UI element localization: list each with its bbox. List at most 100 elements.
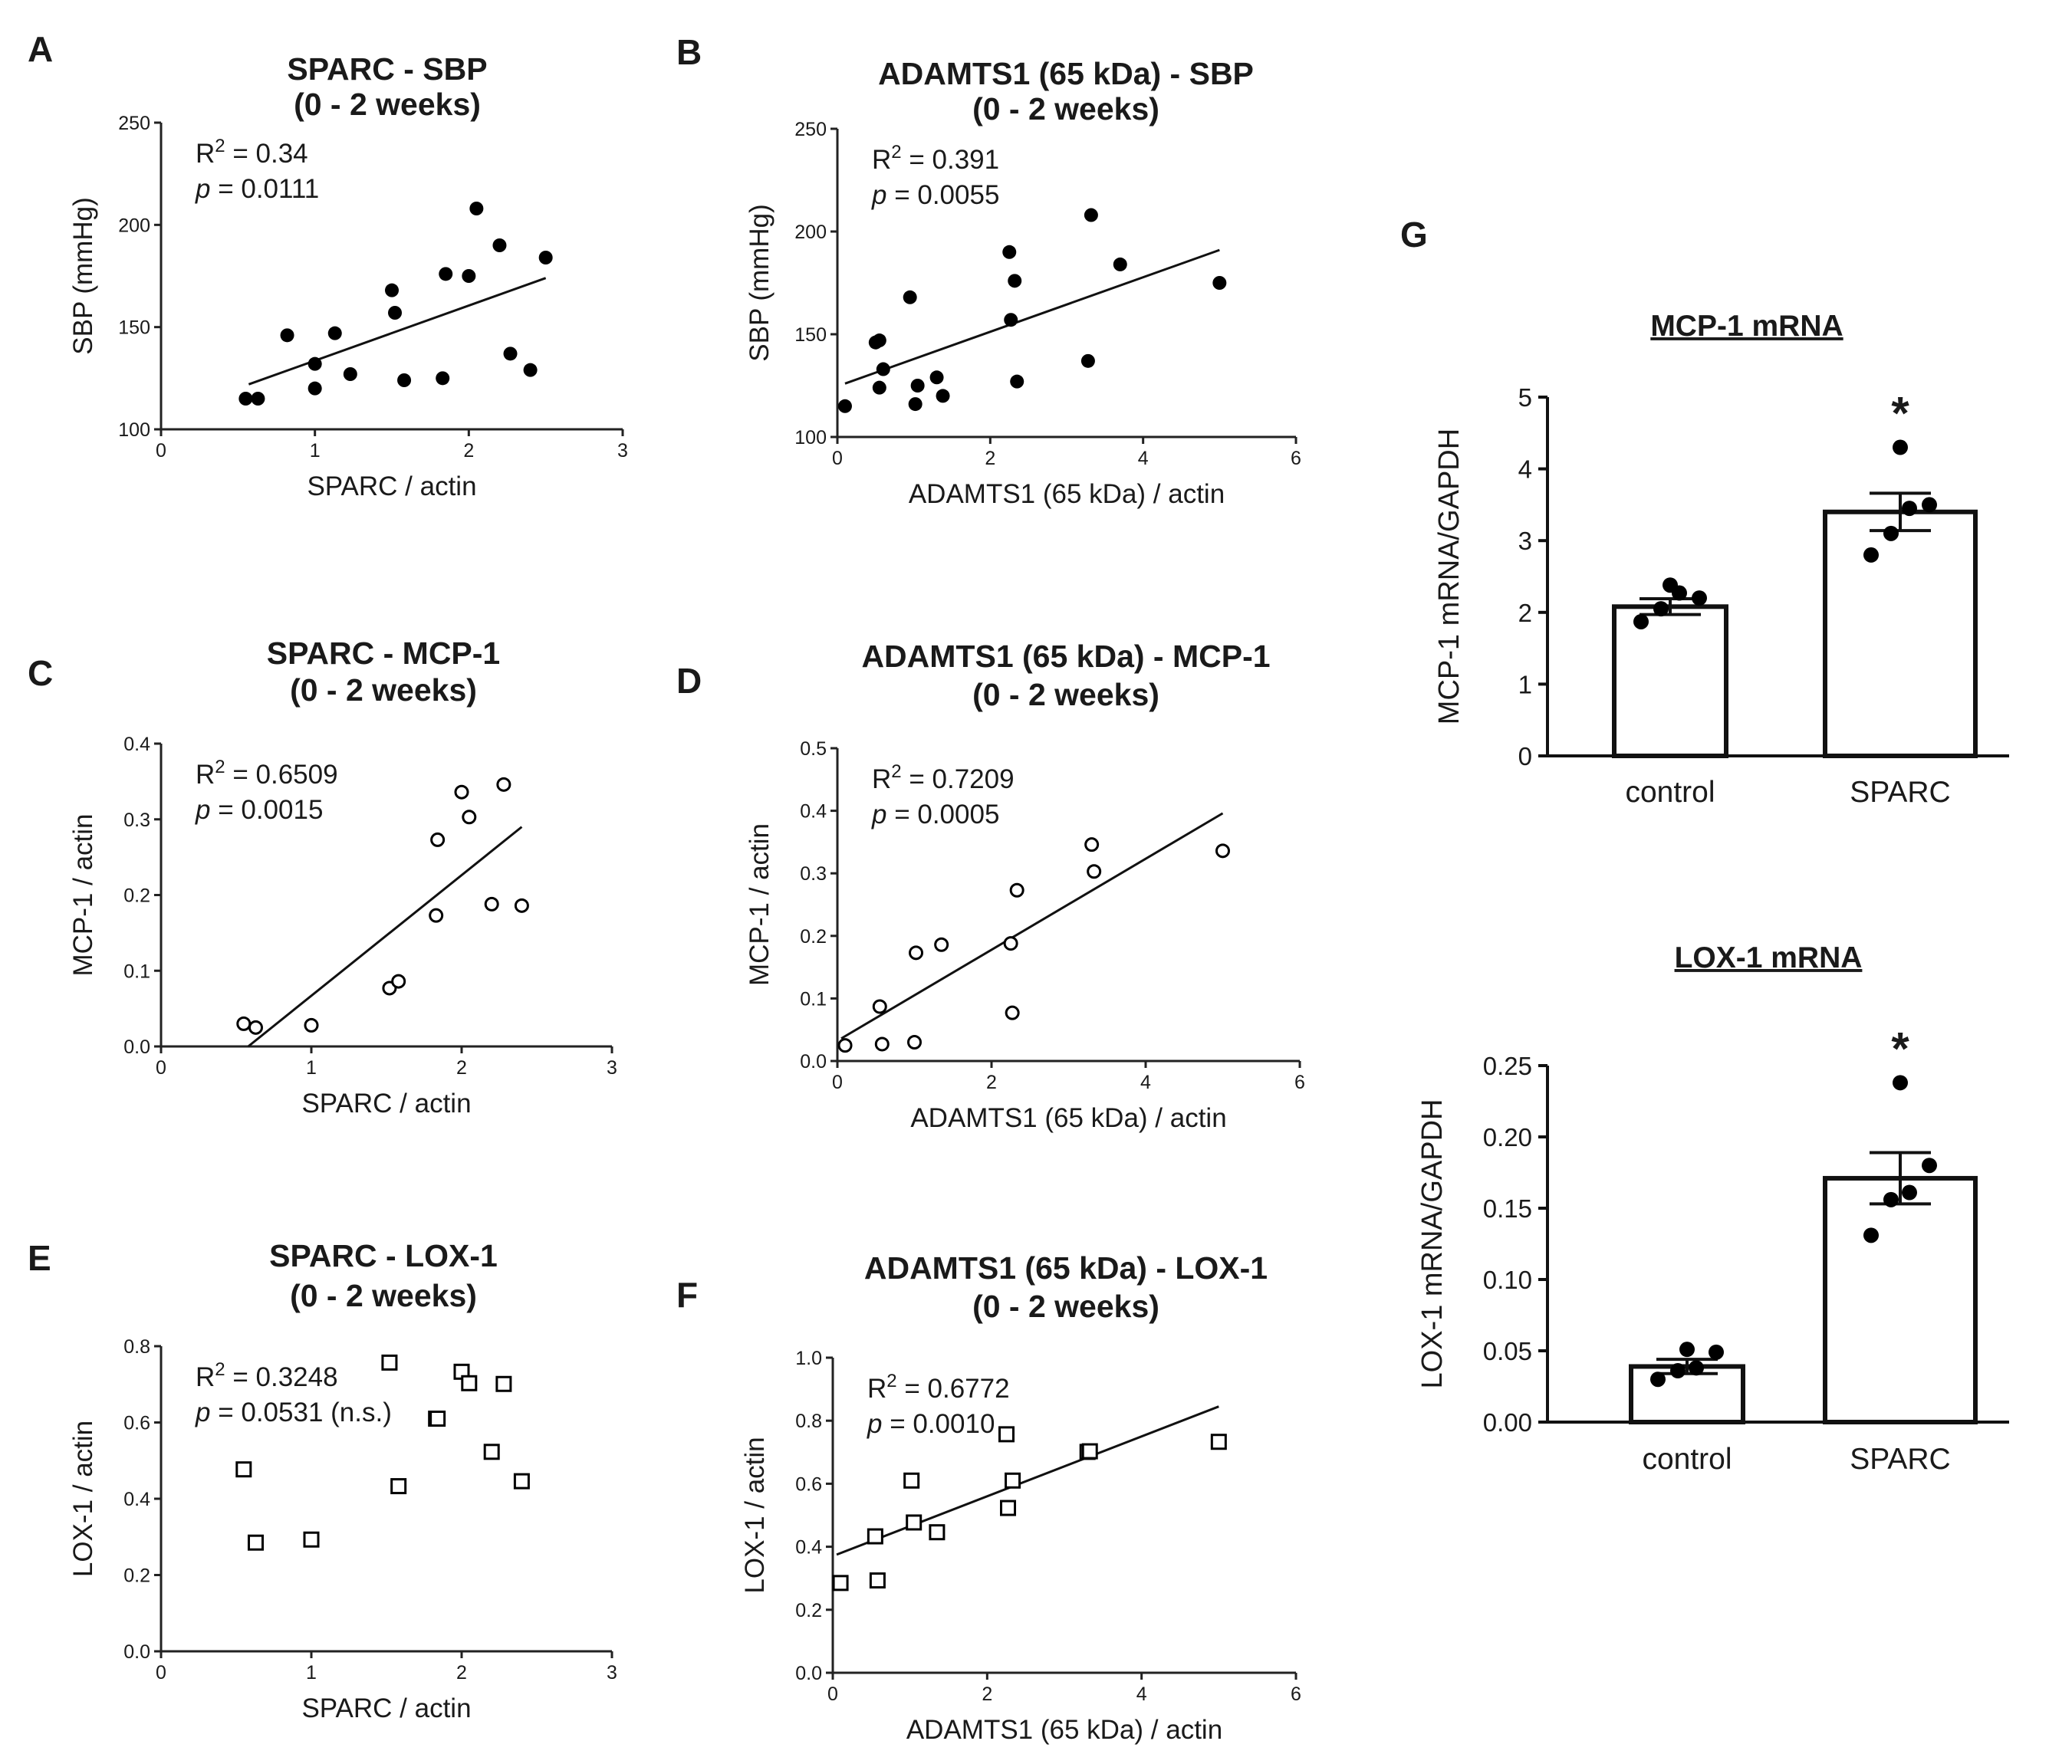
data-point xyxy=(1113,257,1127,271)
r-squared: R2 = 0.391 xyxy=(872,142,999,175)
data-point xyxy=(236,1016,252,1031)
data-point xyxy=(1902,1184,1917,1201)
data-point xyxy=(483,1444,500,1460)
p-value: p = 0.0531 (n.s.) xyxy=(195,1398,392,1427)
data-point xyxy=(872,999,887,1014)
r-label: R xyxy=(872,764,891,794)
x-tick-label: 6 xyxy=(1291,1684,1301,1705)
p-value: p = 0.0015 xyxy=(195,795,323,825)
data-point xyxy=(934,937,949,952)
p-label: p xyxy=(871,800,886,829)
data-point xyxy=(381,1354,398,1371)
regression-line xyxy=(248,277,547,386)
x-tick-label: 0 xyxy=(156,440,166,462)
significance-star: * xyxy=(1891,1023,1909,1074)
r-value: = 0.3248 xyxy=(225,1362,338,1392)
y-tick-label: 250 xyxy=(794,119,827,140)
r-superscript: 2 xyxy=(215,136,225,156)
bar-panel-g2: LOX-1 mRNA 0.00 0.05 0.10 0.15 0.20 0.25 LOX-1 … xyxy=(1416,941,2009,1476)
r-superscript: 2 xyxy=(215,1359,225,1380)
x-tick-label: 2 xyxy=(456,1057,467,1079)
x-tick-label: 0 xyxy=(832,1072,843,1093)
data-point xyxy=(837,399,852,413)
x-category-label: SPARC xyxy=(1850,776,1950,809)
r-squared: R2 = 0.6509 xyxy=(196,757,338,790)
chart-title: SPARC - MCP-1 xyxy=(267,636,500,671)
chart-title: (0 - 2 weeks) xyxy=(972,91,1159,126)
p-label: p xyxy=(195,174,210,204)
data-point xyxy=(538,251,553,264)
p-text: = 0.0010 xyxy=(882,1409,995,1439)
x-axis-label: ADAMTS1 (65 kDa) / actin xyxy=(909,479,1225,509)
y-axis-label: SBP (mmHg) xyxy=(68,197,98,355)
x-tick-label: 2 xyxy=(985,448,995,469)
x-tick-label: 3 xyxy=(607,1662,617,1684)
data-point xyxy=(523,363,538,377)
x-tick-label: 4 xyxy=(1140,1072,1151,1093)
data-point xyxy=(998,1426,1015,1443)
y-tick-label: 0.2 xyxy=(795,1600,822,1621)
x-axis-label: ADAMTS1 (65 kDa) / actin xyxy=(906,1715,1222,1745)
bar-panel-g1: G MCP-1 mRNA 0 1 2 3 4 5 MCP-1 mRNA/GAPDH control… xyxy=(1400,215,2009,809)
data-point xyxy=(1922,497,1937,513)
data-point xyxy=(1902,501,1917,517)
data-point xyxy=(1922,1158,1937,1174)
p-text: = 0.0005 xyxy=(886,800,999,829)
data-point xyxy=(1679,1342,1695,1358)
data-point xyxy=(495,1375,512,1392)
data-point xyxy=(1009,882,1024,898)
data-point xyxy=(929,370,944,385)
data-point xyxy=(910,379,925,393)
data-point xyxy=(837,1038,853,1053)
y-axis-label: MCP-1 / actin xyxy=(745,823,775,986)
data-point xyxy=(1084,837,1100,852)
data-point xyxy=(303,1531,320,1548)
data-point xyxy=(484,896,499,912)
p-label: p xyxy=(871,180,886,210)
y-tick-label: 150 xyxy=(118,317,150,339)
data-point xyxy=(1663,577,1678,593)
regression-line xyxy=(247,826,523,1048)
r-value: = 0.6509 xyxy=(225,760,338,790)
panel-letter: C xyxy=(28,653,53,693)
x-tick-label: 2 xyxy=(982,1684,992,1705)
data-point xyxy=(907,1035,922,1050)
r-squared: R2 = 0.6772 xyxy=(867,1371,1010,1404)
data-point xyxy=(514,898,529,913)
x-tick-label: 2 xyxy=(986,1072,997,1093)
data-point xyxy=(280,328,294,343)
p-value: p = 0.0055 xyxy=(871,180,999,210)
data-point xyxy=(462,810,477,825)
y-tick-label: 1 xyxy=(1518,670,1532,698)
data-point xyxy=(1212,276,1227,290)
scatter-panel-e: E SPARC - LOX-1 (0 - 2 weeks) 0 1 2 3 0.0 0.2 0.4… xyxy=(28,1238,617,1723)
data-point xyxy=(1084,208,1098,222)
data-point xyxy=(327,326,342,340)
data-point xyxy=(492,238,507,252)
y-tick-label: 0.2 xyxy=(800,926,827,948)
x-category-label: control xyxy=(1642,1443,1732,1476)
r-value: = 0.7209 xyxy=(902,764,1015,794)
p-text: = 0.0015 xyxy=(210,795,323,825)
x-tick-label: 4 xyxy=(1136,1684,1147,1705)
y-axis-label: LOX-1 / actin xyxy=(68,1421,98,1577)
r-superscript: 2 xyxy=(891,142,901,163)
panel-letter: G xyxy=(1400,215,1428,255)
data-point xyxy=(343,367,357,381)
data-point xyxy=(469,202,484,215)
x-tick-label: 2 xyxy=(463,440,474,462)
p-value: p = 0.0010 xyxy=(867,1409,995,1439)
data-point xyxy=(1863,1227,1879,1243)
y-tick-label: 100 xyxy=(794,427,827,448)
x-tick-label: 4 xyxy=(1138,448,1149,469)
y-tick-label: 0.4 xyxy=(800,801,827,823)
chart-title: SPARC - SBP xyxy=(287,51,487,87)
scatter-panel-c: C SPARC - MCP-1(0 - 2 weeks) 0 1 2 3 0.0 0.1 0.2… xyxy=(28,636,617,1119)
y-tick-label: 0.4 xyxy=(123,1489,150,1510)
regression-line xyxy=(844,248,1220,385)
y-tick-label: 0.6 xyxy=(795,1473,822,1495)
x-axis-label: SPARC / actin xyxy=(301,1089,471,1119)
scatter-panel-a: A SPARC - SBP(0 - 2 weeks) 0 1 2 3 100 150 200 25… xyxy=(28,29,628,501)
data-point xyxy=(1893,1075,1908,1091)
